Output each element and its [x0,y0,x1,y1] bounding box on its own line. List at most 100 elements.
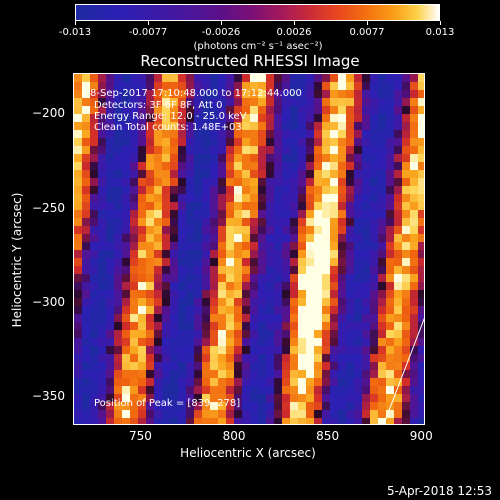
heatmap-cell [314,234,323,243]
heatmap-cell [362,274,371,283]
heatmap-cell [122,362,131,371]
heatmap-cell [418,202,424,211]
heatmap-cell [346,338,355,347]
heatmap-cell [178,242,187,251]
heatmap-cell [250,410,259,419]
heatmap-cell [146,338,155,347]
heatmap-cell [282,138,291,147]
heatmap-cell [114,306,123,315]
heatmap-cell [234,330,243,339]
heatmap-cell [306,378,315,387]
heatmap-cell [178,226,187,235]
heatmap-cell [178,106,187,115]
heatmap-cell [186,186,195,195]
heatmap-cell [178,402,187,411]
heatmap-cell [378,226,387,235]
heatmap-cell [210,138,219,147]
heatmap-cell [114,378,123,387]
heatmap-cell [378,274,387,283]
heatmap-cell [258,314,267,323]
heatmap-cell [346,370,355,379]
heatmap-cell [306,146,315,155]
heatmap-cell [226,186,235,195]
heatmap-cell [402,74,411,83]
heatmap-cell [234,106,243,115]
heatmap-cell [330,330,339,339]
heatmap-cell [130,282,139,291]
heatmap-cell [234,362,243,371]
heatmap-cell [386,370,395,379]
heatmap-cell [250,234,259,243]
heatmap-cell [106,202,115,211]
heatmap-cell [378,90,387,99]
heatmap-cell [250,378,259,387]
heatmap-cell [290,186,299,195]
heatmap-cell [162,82,171,91]
heatmap-cell [338,146,347,155]
heatmap-cell [178,74,187,83]
heatmap-cell [146,114,155,123]
heatmap-cell [90,362,99,371]
heatmap-cell [250,218,259,227]
heatmap-cell [218,74,227,83]
heatmap-cell [114,130,123,139]
heatmap-cell [306,154,315,163]
heatmap-cell [378,210,387,219]
heatmap-cell [178,378,187,387]
heatmap-cell [170,410,179,419]
heatmap-cell [402,402,411,411]
heatmap-cell [154,170,163,179]
heatmap-cell [202,386,211,395]
heatmap-cell [202,74,211,83]
heatmap-cell [162,378,171,387]
heatmap-cell [162,146,171,155]
heatmap-cell [258,266,267,275]
heatmap-cell [98,258,107,267]
heatmap-cell [410,314,419,323]
heatmap-cell [210,170,219,179]
heatmap-cell [210,306,219,315]
heatmap-cell [202,402,211,411]
heatmap-cell [218,258,227,267]
heatmap-cell [282,418,291,424]
heatmap-cell [146,170,155,179]
heatmap-cell [362,378,371,387]
heatmap-cell [290,274,299,283]
heatmap-cell [218,298,227,307]
heatmap-cell [242,258,251,267]
heatmap-cell [250,178,259,187]
heatmap-cell [234,138,243,147]
heatmap-cell [394,106,403,115]
heatmap-cell [330,418,339,424]
heatmap-cell [186,314,195,323]
heatmap-cell [130,242,139,251]
heatmap-cell [74,346,83,355]
heatmap-cell [194,178,203,187]
heatmap-cell [242,130,251,139]
heatmap-cell [354,242,363,251]
heatmap-cell [106,394,115,403]
heatmap-cell [234,202,243,211]
heatmap-cell [330,250,339,259]
heatmap-cell [154,314,163,323]
heatmap-cell [210,258,219,267]
heatmap-cell [186,138,195,147]
heatmap-cell [130,82,139,91]
heatmap-cell [370,378,379,387]
heatmap-cell [162,290,171,299]
heatmap-cell [402,130,411,139]
heatmap-cell [394,394,403,403]
heatmap-cell [306,138,315,147]
heatmap-cell [194,274,203,283]
heatmap-cell [306,98,315,107]
heatmap-cell [402,122,411,131]
heatmap-cell [122,354,131,363]
heatmap-cell [202,274,211,283]
heatmap-cell [74,266,83,275]
heatmap-cell [242,242,251,251]
heatmap-cell [298,322,307,331]
heatmap-cell [98,346,107,355]
heatmap-cell [90,122,99,131]
heatmap-cell [250,298,259,307]
heatmap-cell [330,282,339,291]
